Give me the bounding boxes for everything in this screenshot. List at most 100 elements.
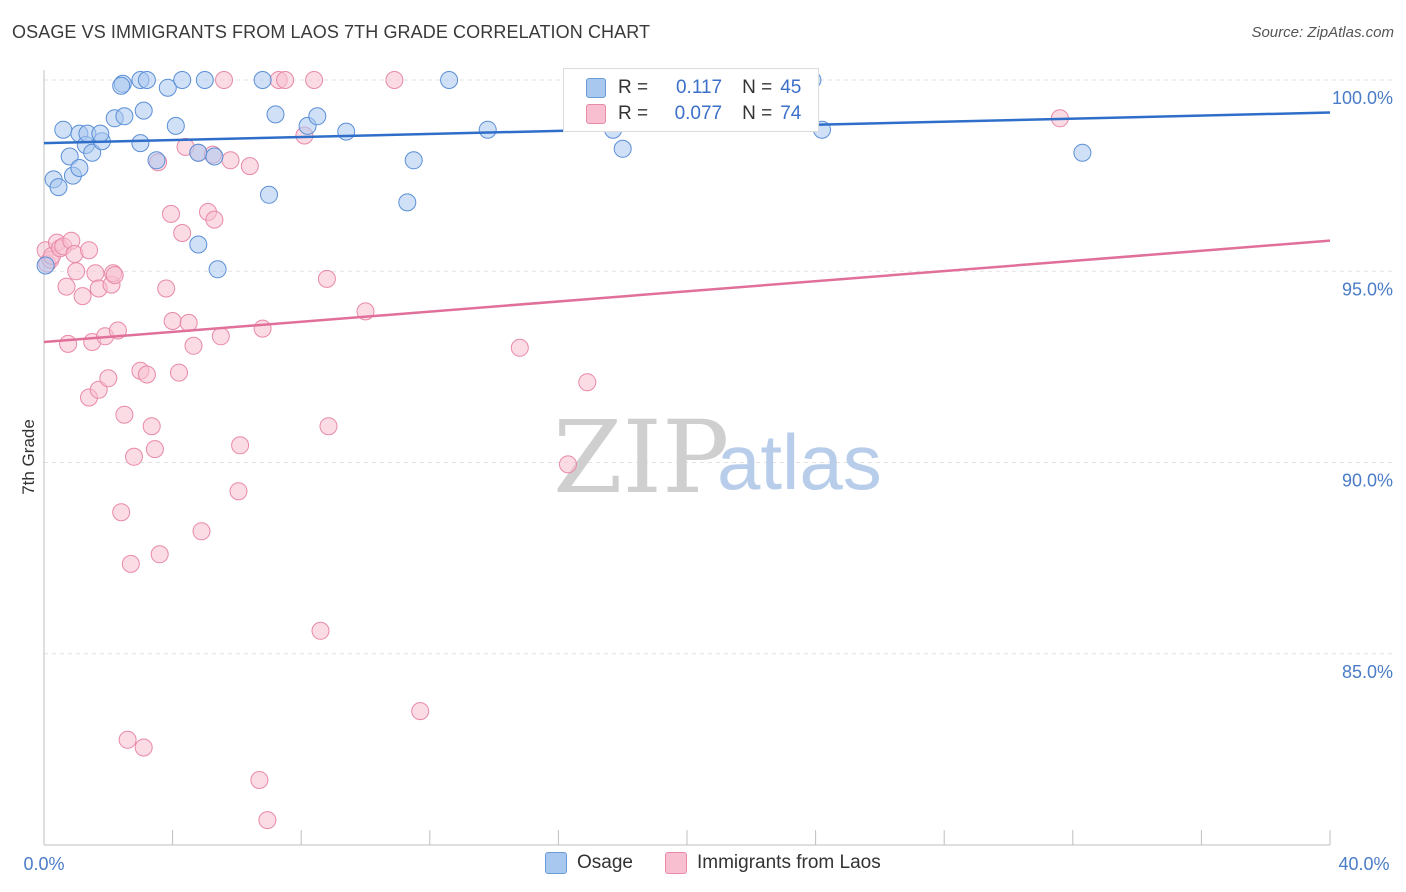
osage-point-0 [36,256,55,275]
laos-point-39 [163,312,182,330]
laos-point-37 [157,279,176,298]
laos-point-27 [118,730,137,749]
source-credit: Source: ZipAtlas.com [1251,24,1394,41]
osage-point-31 [260,185,278,204]
laos-point-56 [250,771,269,789]
osage-point-17 [134,101,153,120]
laos-point-31 [134,738,153,757]
osage-point-4 [60,147,79,166]
x-tick-label-max: 40.0% [1338,854,1389,874]
osage-point-26 [195,71,214,89]
laos-point-33 [142,417,161,436]
osage-point-38 [440,71,459,89]
osage-point-7 [70,159,89,177]
laos-point-57 [253,319,272,338]
watermark-atlas: atlas [717,418,882,506]
laos-point-58 [258,811,277,830]
laos-point-38 [162,204,180,223]
y-axis-label: 7th Grade [19,419,38,495]
laos-point-70 [559,455,577,474]
laos-trend-line [43,239,1331,344]
laos-point-23 [105,266,124,285]
laos-swatch [586,104,606,124]
laos-point-36 [150,545,169,564]
osage-point-14 [115,107,134,126]
legend-row-laos: R = 0.077 N = 74 [586,102,801,126]
osage-point-30 [253,71,272,89]
laos-point-18 [89,380,108,399]
laos-point-20 [99,369,118,388]
watermark: ZIP atlas [553,399,882,516]
osage-legend-swatch [545,852,567,874]
laos-point-49 [205,210,224,229]
trend-lines [43,111,1331,344]
laos-point-40 [170,363,188,382]
laos-n-value: 74 [780,103,802,124]
laos-point-64 [317,269,336,288]
laos-point-32 [137,365,156,384]
laos-point-69 [510,338,529,357]
correlation-legend: R = 0.117 N = 45 R = 0.077 N = 74 [563,68,819,132]
osage-point-22 [158,78,177,97]
osage-point-29 [208,260,227,279]
laos-point-50 [211,327,230,346]
laos-point-25 [112,503,131,522]
x-ticks [43,830,1331,845]
laos-point-43 [179,313,198,332]
r-label: R = [618,103,649,124]
laos-legend-swatch [665,852,687,874]
osage-point-23 [166,116,185,135]
laos-legend-label: Immigrants from Laos [697,852,881,873]
osage-point-24 [173,71,192,89]
laos-point-46 [192,522,211,541]
osage-point-10 [83,143,102,162]
osage-point-39 [478,120,497,139]
laos-point-34 [145,440,164,459]
laos-point-12 [73,287,92,306]
laos-point-67 [385,71,404,89]
laos-point-71 [578,373,597,392]
laos-point-26 [115,405,134,424]
laos-point-51 [215,71,233,89]
osage-r-value: 0.117 [675,77,723,98]
y-tick-label-0: 100.0% [1332,88,1393,108]
osage-point-36 [404,151,423,170]
n-label: N = [742,103,773,124]
osage-point-21 [147,151,166,170]
laos-point-11 [67,262,86,281]
legend-item-laos[interactable]: Immigrants from Laos [665,852,881,874]
y-tick-label-2: 90.0% [1342,471,1393,491]
osage-swatch [586,78,606,98]
osage-point-2 [49,178,68,197]
osage-point-44 [1073,143,1092,162]
osage-point-20 [131,134,150,153]
laos-point-15 [86,264,105,283]
series-legend: Osage Immigrants from Laos [0,852,1406,878]
osage-legend-label: Osage [577,852,633,873]
laos-point-60 [276,71,295,89]
osage-point-19 [137,71,156,89]
laos-point-63 [311,621,330,640]
legend-row-osage: R = 0.117 N = 45 [586,76,801,100]
laos-point-13 [80,241,98,260]
laos-point-8 [59,334,78,353]
laos-point-52 [221,151,240,170]
osage-point-16 [112,76,131,95]
chart-title: OSAGE VS IMMIGRANTS FROM LAOS 7TH GRADE … [12,22,651,42]
osage-point-27 [205,147,224,166]
osage-point-12 [91,124,110,143]
laos-point-65 [319,417,338,436]
osage-point-25 [189,143,208,162]
laos-point-7 [57,277,76,296]
laos-point-62 [305,71,324,89]
laos-point-55 [240,157,259,176]
osage-point-28 [189,235,208,254]
laos-point-54 [229,482,248,501]
laos-point-28 [121,554,140,573]
osage-point-34 [308,107,327,126]
r-label: R = [618,77,649,98]
osage-point-37 [398,193,417,212]
legend-item-osage[interactable]: Osage [545,852,633,874]
osage-point-41 [613,139,632,158]
